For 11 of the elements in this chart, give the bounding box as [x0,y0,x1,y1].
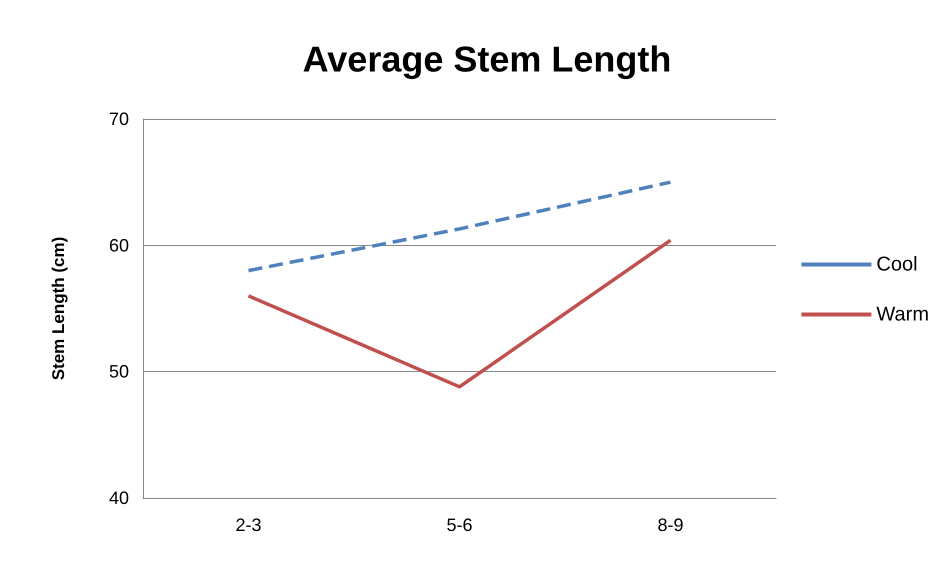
x-tick-label: 8-9 [657,515,684,535]
x-tick-label: 5-6 [446,515,473,535]
y-tick-label: 70 [108,109,129,129]
y-tick-label: 50 [108,362,129,382]
legend-label: Cool [876,254,918,276]
y-axis-title: Stem Length (cm) [49,236,68,380]
legend-label: Warm [876,304,929,326]
chart-title: Average Stem Length [302,38,672,80]
y-tick-label: 60 [108,235,129,256]
x-tick-label: 2-3 [235,515,262,535]
y-tick-label: 40 [108,488,129,508]
